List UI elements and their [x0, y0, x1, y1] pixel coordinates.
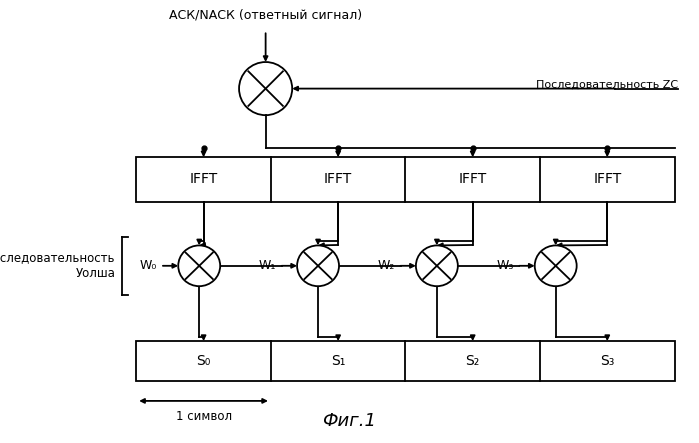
Text: IFFT: IFFT	[189, 172, 217, 187]
Text: W₀: W₀	[140, 259, 157, 272]
Text: W₂: W₂	[377, 259, 395, 272]
Bar	[136, 157, 675, 202]
Text: Фиг.1: Фиг.1	[322, 412, 377, 430]
Bar	[136, 341, 675, 381]
Text: АСК/NАСК (ответный сигнал): АСК/NАСК (ответный сигнал)	[169, 9, 362, 22]
Text: W₃: W₃	[496, 259, 514, 272]
Ellipse shape	[178, 245, 220, 286]
Text: IFFT: IFFT	[593, 172, 621, 187]
Text: S₃: S₃	[600, 354, 614, 368]
Text: S₀: S₀	[196, 354, 210, 368]
Text: W₁: W₁	[259, 259, 276, 272]
Text: IFFT: IFFT	[324, 172, 352, 187]
Ellipse shape	[416, 245, 458, 286]
Text: S₁: S₁	[331, 354, 345, 368]
Text: Последовательность ZC: Последовательность ZC	[536, 79, 678, 89]
Text: 1 символ: 1 символ	[175, 410, 231, 423]
Ellipse shape	[535, 245, 577, 286]
Text: Последовательность: Последовательность	[0, 251, 115, 264]
Text: S₂: S₂	[466, 354, 480, 368]
Text: IFFT: IFFT	[459, 172, 487, 187]
Ellipse shape	[297, 245, 339, 286]
Text: Уолша: Уолша	[75, 267, 115, 280]
